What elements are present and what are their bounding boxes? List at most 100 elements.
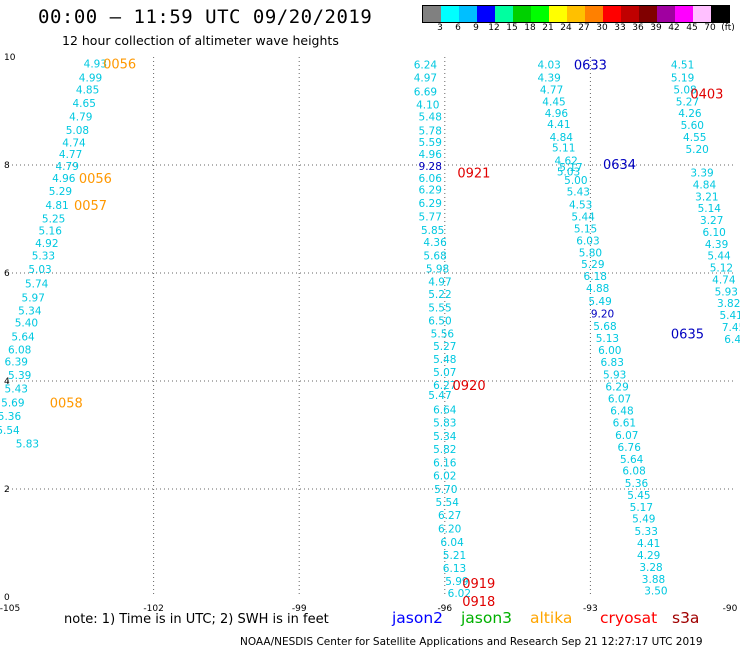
wave-height-value: 5.22	[428, 289, 451, 301]
color-scale-label: 70	[704, 23, 716, 33]
wave-height-value: 5.03	[557, 166, 580, 178]
wave-height-value: 6.02	[433, 471, 456, 483]
wave-height-value: 5.41	[719, 310, 740, 322]
color-scale-label: 33	[614, 23, 626, 33]
pass-time-label: 0403	[690, 88, 723, 103]
wave-height-value: 5.56	[431, 328, 455, 340]
wave-height-value: 5.44	[571, 211, 595, 223]
wave-height-value: 6.10	[702, 227, 725, 239]
x-tick-label: -102	[143, 604, 163, 614]
color-scale-label: 39	[650, 23, 662, 33]
wave-height-value: 4.26	[678, 108, 702, 120]
wave-height-value: 4.77	[540, 84, 563, 96]
wave-height-value: 6.50	[428, 316, 451, 328]
legend-item-jason3: jason3	[461, 609, 513, 627]
wave-height-value: 5.82	[433, 444, 456, 456]
legend-item-jason2: jason2	[392, 609, 444, 627]
wave-height-value: 6.07	[615, 430, 638, 442]
color-scale-label: 45	[686, 23, 698, 33]
wave-height-value: 4.41	[637, 538, 660, 550]
x-tick-label: -105	[0, 604, 20, 614]
wave-height-value: 5.27	[433, 341, 456, 353]
color-scale-label: 27	[578, 23, 590, 33]
wave-height-value: 6.27	[433, 380, 456, 392]
pass-time-label: 0056	[79, 172, 112, 187]
wave-height-value: 5.19	[671, 73, 694, 85]
legend-item-cryosat: cryosat	[600, 609, 658, 627]
wave-height-value: 4.29	[637, 550, 660, 562]
wave-height-value: 3.82	[717, 298, 740, 310]
wave-height-value: 5.34	[18, 305, 42, 317]
wave-height-value: 5.74	[25, 278, 49, 290]
wave-height-value: 4.84	[693, 179, 717, 191]
wave-height-value: 4.84	[550, 132, 574, 144]
color-scale-bar	[422, 5, 730, 23]
wave-height-value: 4.99	[79, 73, 102, 85]
wave-height-value: 5.25	[42, 213, 65, 225]
wave-height-value: 6.07	[608, 393, 631, 405]
wave-height-value: 5.97	[22, 292, 45, 304]
wave-height-value: 6.16	[433, 458, 457, 470]
pass-time-label: 0918	[462, 595, 495, 610]
wave-height-value: 5.17	[630, 502, 653, 514]
wave-height-value: 7.45	[722, 322, 740, 334]
wave-height-value: 5.16	[39, 225, 63, 237]
wave-height-value: 5.29	[581, 259, 604, 271]
wave-height-value: 6.83	[601, 357, 624, 369]
wave-height-value: 5.68	[423, 251, 446, 263]
wave-height-value: 5.03	[28, 264, 51, 276]
wave-height-value: 5.54	[436, 497, 460, 509]
wave-height-value: 4.77	[59, 149, 82, 161]
wave-height-value: 5.77	[419, 211, 442, 223]
wave-height-value: 5.64	[11, 332, 35, 344]
wave-height-value: 6.29	[419, 184, 442, 196]
wave-height-value: 5.48	[433, 354, 456, 366]
wave-height-value: 5.68	[593, 321, 616, 333]
color-scale-label: 30	[596, 23, 608, 33]
wave-height-value: 6.20	[438, 523, 461, 535]
wave-height-value: 4.62	[554, 156, 577, 168]
color-scale-cell	[693, 6, 711, 22]
wave-height-value: 6.69	[414, 87, 437, 99]
pass-time-label: 0058	[50, 397, 83, 412]
color-scale-cell	[621, 6, 639, 22]
color-scale-cell	[423, 6, 441, 22]
wave-height-value: 6.00	[598, 345, 621, 357]
color-scale-cell	[675, 6, 693, 22]
units-note: note: 1) Time is in UTC; 2) SWH is in fe…	[64, 612, 329, 627]
wave-height-value: 5.80	[579, 247, 602, 259]
wave-height-value: 4.79	[56, 161, 79, 173]
wave-height-value: 4.92	[35, 238, 58, 250]
wave-height-value: 3.28	[639, 562, 662, 574]
wave-height-value: 6.04	[440, 537, 464, 549]
wave-height-value: 4.97	[428, 277, 451, 289]
wave-height-value: 4.96	[545, 108, 569, 120]
color-scale-cell	[477, 6, 495, 22]
x-tick-label: -96	[437, 604, 452, 614]
wave-height-value: 5.85	[421, 225, 444, 237]
color-scale-cell	[495, 6, 513, 22]
wave-height-value: 6.06	[419, 173, 443, 185]
x-tick-label: -90	[723, 604, 738, 614]
wave-height-value: 5.21	[443, 550, 466, 562]
wave-height-value: 6.29	[419, 198, 442, 210]
wave-height-value: 9.28	[419, 161, 442, 173]
wave-height-value: 5.13	[596, 333, 619, 345]
wave-height-value: 5.12	[710, 263, 733, 275]
wave-height-value: 4.96	[52, 173, 76, 185]
wave-height-value: 6.08	[622, 466, 645, 478]
wave-height-value: 4.74	[62, 137, 86, 149]
wave-height-value: 5.33	[32, 251, 55, 263]
wave-height-value: 4.53	[569, 199, 592, 211]
color-scale-label: 6	[455, 23, 461, 33]
wave-height-value: 4.88	[586, 283, 609, 295]
color-scale-cell	[459, 6, 477, 22]
wave-height-value: 6.08	[8, 345, 31, 357]
wave-height-value: 5.83	[433, 418, 456, 430]
wave-height-value: 5.43	[5, 384, 28, 396]
color-scale-cell	[711, 6, 729, 22]
wave-height-value: 6.13	[443, 563, 466, 575]
wave-height-value: 5.39	[8, 370, 31, 382]
wave-height-value: 4.65	[73, 98, 96, 110]
pass-time-label: 0056	[103, 57, 136, 72]
